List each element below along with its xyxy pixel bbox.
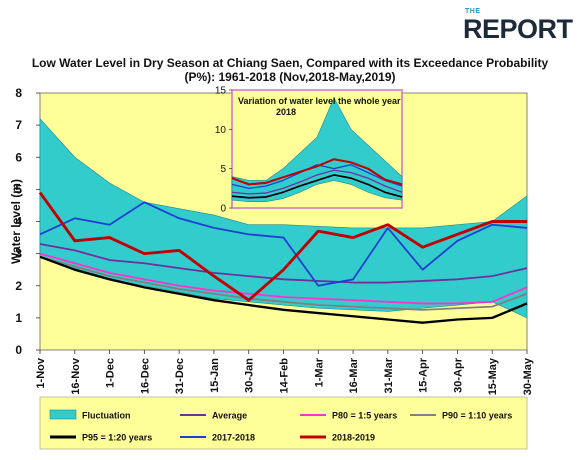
legend-label-p90-1-10-years: P90 = 1:10 years [442, 411, 512, 421]
inset-title: Variation of water level the whole year 2… [238, 96, 401, 117]
report-logo: THE REPORT [455, 6, 575, 50]
y-tick-label: 8 [15, 86, 22, 100]
x-tick-label: 15-May [487, 357, 499, 395]
series-fluctuation-band [39, 117, 528, 319]
inset-series-2018-2019-line [231, 158, 403, 186]
y-axis-label: Water level (m) [9, 179, 23, 264]
series-p90-1-10-years-line [39, 255, 528, 311]
logo-the-text: THE [465, 8, 481, 15]
series-average-line [39, 243, 528, 284]
y-tick-label: 2 [15, 279, 22, 293]
x-tick-label: 30-Apr [452, 357, 464, 393]
x-tick-label: 31-Dec [174, 358, 186, 394]
inset-y-tick-label: 15 [215, 86, 227, 97]
y-tick-label: 4 [15, 215, 22, 229]
x-tick-label: 1-Mar [313, 357, 325, 387]
y-tick-label: 0 [15, 343, 22, 357]
inset-y-tick-label: 10 [215, 125, 227, 136]
x-tick-label: 15-Jan [209, 358, 221, 393]
chart-title: Low Water Level in Dry Season at Chiang … [31, 56, 549, 84]
legend-label-average: Average [212, 411, 247, 421]
y-tick-label: 5 [15, 182, 22, 196]
inset-series-2017-2018-line [231, 164, 403, 189]
x-tick-label: 16-Mar [348, 357, 360, 393]
series-p80-1-5-years-line [39, 252, 528, 305]
x-tick-label: 30-May [522, 357, 534, 395]
legend-label-p80-1-5-years: P80 = 1:5 years [332, 411, 397, 421]
legend [39, 396, 528, 450]
x-tick-label: 16-Nov [70, 357, 82, 395]
legend-swatch-fluctuation [49, 409, 77, 420]
y-tick-label: 7 [15, 118, 22, 132]
inset-y-tick-label: 5 [220, 164, 226, 175]
legend-label-2018-2019: 2018-2019 [332, 433, 375, 443]
inset-series-p95-1-20-years-line [231, 174, 403, 199]
y-tick-label: 1 [15, 311, 22, 325]
x-tick-label: 16-Dec [139, 358, 151, 394]
x-tick-label: 1-Dec [105, 358, 117, 388]
y-tick-label: 6 [15, 150, 22, 164]
legend-label-fluctuation: Fluctuation [82, 411, 131, 421]
x-tick-label: 30-Jan [244, 358, 256, 393]
series-2017-2018-line [39, 201, 528, 287]
x-tick-label: 31-Mar [383, 357, 395, 393]
logo-wordmark: REPORT [463, 14, 573, 44]
x-tick-label: 1-Nov [35, 357, 47, 388]
x-tick-label: 15-Apr [418, 357, 430, 393]
series-p95-1-20-years-line [39, 255, 528, 324]
legend-label-2017-2018: 2017-2018 [212, 433, 255, 443]
series-2018-2019-line [38, 191, 527, 302]
x-tick-label: 14-Feb [279, 358, 291, 394]
inset-series-average-line [231, 169, 403, 195]
legend-label-p95-1-20-years: P95 = 1:20 years [82, 433, 152, 443]
y-tick-label: 3 [15, 247, 22, 261]
inset-y-tick-label: 0 [220, 204, 226, 215]
